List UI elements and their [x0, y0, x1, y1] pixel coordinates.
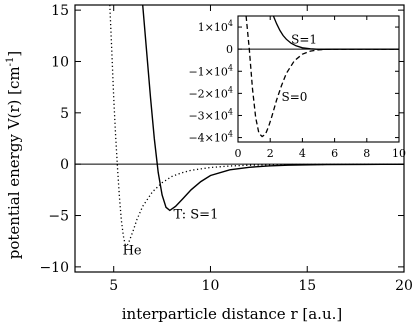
inset-y-tick-label: −1×104: [188, 63, 233, 78]
series-line-0: [142, 5, 404, 212]
y-tick-label: −10: [39, 260, 69, 276]
inset-series-annotation: S=0: [281, 90, 307, 104]
inset-y-tick-mantissa: −1×10: [188, 65, 227, 78]
inset-y-tick-label: 0: [226, 43, 233, 56]
y-tick-label: 0: [60, 157, 69, 173]
series-annotation: He: [123, 244, 142, 259]
y-tick-label: 10: [51, 54, 69, 70]
inset-y-tick-label: 1×104: [198, 19, 233, 34]
inset-y-tick-exponent: 4: [228, 63, 233, 72]
series-line-1: [109, 5, 404, 246]
inset-y-tick-exponent: 4: [228, 130, 233, 139]
inset-y-tick-exponent: 4: [228, 85, 233, 94]
inset-y-tick-label: −4×104: [188, 130, 233, 145]
inset-series-annotation: S=1: [291, 33, 317, 47]
y-tick-label: −5: [48, 209, 69, 225]
inset-x-tick-label: 6: [331, 147, 338, 160]
x-axis-label: interparticle distance r [a.u.]: [122, 305, 342, 323]
inset-y-tick-mantissa: −4×10: [188, 132, 227, 145]
inset-x-tick-label: 0: [235, 147, 242, 160]
y-axis-label-exponent: -1: [5, 57, 16, 67]
inset-y-tick-exponent: 4: [228, 19, 233, 28]
inset-x-tick-label: 2: [267, 147, 274, 160]
inset-x-tick-label: 8: [363, 147, 370, 160]
x-tick-label: 15: [298, 278, 316, 294]
inset-frame: [237, 15, 400, 143]
y-axis-label-main: potential energy V(r) [cm: [5, 66, 23, 259]
series-annotation: T: S=1: [174, 208, 219, 223]
inset-y-tick-label: −2×104: [188, 85, 233, 100]
y-tick-label: 15: [51, 3, 69, 19]
inset-y-tick-mantissa: −3×10: [188, 109, 227, 122]
inset-y-tick-label: −3×104: [188, 107, 233, 122]
y-axis-label-close: ]: [5, 51, 23, 57]
main-plot-frame: [74, 4, 405, 273]
inset-series-line-1: [245, 16, 399, 138]
inset-y-tick-mantissa: 0: [226, 43, 233, 56]
inset-x-tick-label: 10: [392, 147, 406, 160]
inset-y-tick-mantissa: 1×10: [198, 21, 228, 34]
y-axis-label: potential energy V(r) [cm-1]: [5, 51, 23, 260]
x-tick-label: 5: [109, 278, 118, 294]
x-tick-label: 20: [395, 278, 413, 294]
inset-y-tick-mantissa: −2×10: [188, 87, 227, 100]
inset-background: [238, 16, 399, 142]
inset-x-tick-label: 4: [299, 147, 306, 160]
x-tick-label: 10: [202, 278, 220, 294]
y-axis-label-group: potential energy V(r) [cm-1]: [5, 51, 23, 260]
inset-plot: 0 2 4 6 8 101×1040−1×104−2×104−3×104−4×104S=1…: [188, 15, 406, 160]
inset-y-tick-exponent: 4: [228, 107, 233, 116]
y-tick-label: 5: [60, 106, 69, 122]
